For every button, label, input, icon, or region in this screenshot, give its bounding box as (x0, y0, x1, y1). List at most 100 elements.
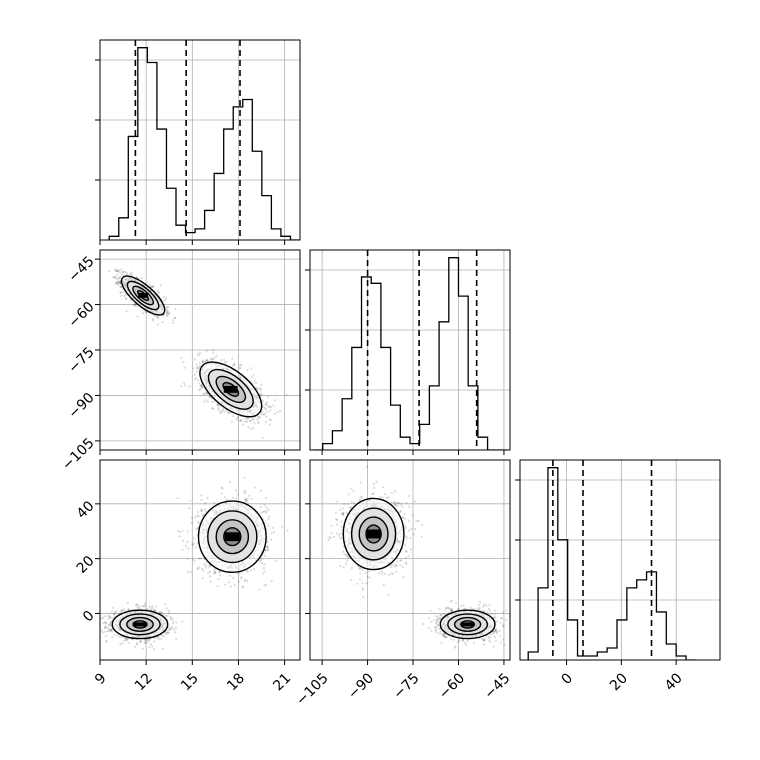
scatter-point (124, 270, 127, 274)
scatter-point (224, 496, 227, 499)
scatter-point (165, 631, 168, 634)
scatter-point (140, 640, 143, 643)
scatter-point (263, 413, 266, 416)
scatter-point (172, 628, 176, 631)
scatter-point (198, 522, 201, 525)
scatter-point (261, 436, 264, 439)
scatter-point (222, 358, 226, 361)
scatter-point (116, 273, 119, 276)
scatter-point (141, 605, 144, 608)
scatter-point (127, 608, 130, 611)
scatter-point (148, 639, 151, 642)
scatter-point (237, 580, 240, 583)
scatter-point (223, 361, 227, 364)
scatter-point (202, 569, 205, 572)
scatter-point (120, 609, 123, 612)
scatter-point (119, 291, 122, 294)
scatter-point (266, 549, 269, 552)
scatter-point (265, 510, 268, 513)
scatter-point (118, 275, 122, 278)
scatter-point (165, 312, 169, 315)
scatter-point (121, 274, 125, 277)
scatter-point (127, 642, 130, 645)
scatter-point (209, 570, 212, 573)
scatter-point (256, 387, 259, 391)
scatter-point (244, 578, 247, 582)
scatter-point (244, 498, 247, 501)
scatter-point (265, 511, 268, 514)
scatter-point (193, 559, 196, 563)
scatter-point (164, 299, 167, 302)
scatter-point (151, 285, 154, 288)
scatter-point (263, 554, 266, 557)
scatter-point (221, 409, 224, 412)
scatter-point (114, 275, 118, 278)
scatter-point (249, 427, 252, 430)
scatter-point (166, 312, 169, 315)
scatter-point (265, 403, 268, 406)
scatter-point (117, 281, 120, 284)
scatter-point (139, 640, 142, 644)
scatter-point (219, 411, 222, 414)
scatter-point (198, 351, 201, 354)
scatter-point (116, 280, 120, 283)
scatter-point (273, 412, 277, 415)
scatter-point (216, 404, 219, 407)
panel-4-content (100, 460, 300, 660)
scatter-point (214, 571, 217, 575)
scatter-point (107, 614, 110, 618)
scatter-point (159, 284, 162, 287)
scatter-point (107, 624, 110, 627)
scatter-point (198, 389, 201, 392)
scatter-point (213, 569, 216, 573)
scatter-point (269, 418, 272, 421)
scatter-point (263, 504, 266, 507)
scatter-point (120, 294, 123, 297)
scatter-point (240, 576, 243, 579)
scatter-point (165, 306, 168, 309)
scatter-point (146, 638, 150, 641)
scatter-point (108, 270, 111, 273)
scatter-point (225, 360, 228, 364)
scatter-point (234, 489, 238, 492)
panel-frame (99, 249, 301, 451)
scatter-point (133, 645, 137, 648)
scatter-point (267, 524, 270, 527)
scatter-point (174, 307, 177, 310)
scatter-point (198, 354, 201, 357)
scatter-point (266, 545, 269, 548)
scatter-point (142, 605, 146, 608)
scatter-point (149, 643, 152, 646)
scatter-point (130, 271, 133, 274)
scatter-point (181, 529, 184, 532)
scatter-point (165, 607, 168, 610)
scatter-point (151, 607, 154, 610)
scatter-point (264, 406, 267, 410)
scatter-point (190, 571, 193, 574)
scatter-point (168, 626, 171, 629)
scatter-point (220, 410, 223, 414)
scatter-point (125, 297, 128, 300)
scatter-point (151, 317, 155, 321)
scatter-point (202, 513, 205, 516)
scatter-point (126, 637, 129, 640)
scatter-point (119, 643, 122, 646)
scatter-point (157, 290, 160, 294)
scatter-point (141, 647, 144, 650)
panel-frame (99, 39, 301, 241)
scatter-point (155, 316, 158, 319)
scatter-point (111, 636, 114, 639)
scatter-point (140, 277, 143, 280)
scatter-point (233, 363, 236, 367)
scatter-point (208, 396, 211, 399)
scatter-point (167, 306, 170, 309)
scatter-point (135, 603, 138, 606)
scatter-point (164, 603, 167, 606)
scatter-point (233, 584, 236, 587)
scatter-point (115, 269, 118, 273)
scatter-point (250, 375, 253, 378)
scatter-point (196, 567, 199, 570)
scatter-point (259, 393, 262, 396)
scatter-point (122, 607, 125, 611)
histogram-step (108, 47, 300, 240)
